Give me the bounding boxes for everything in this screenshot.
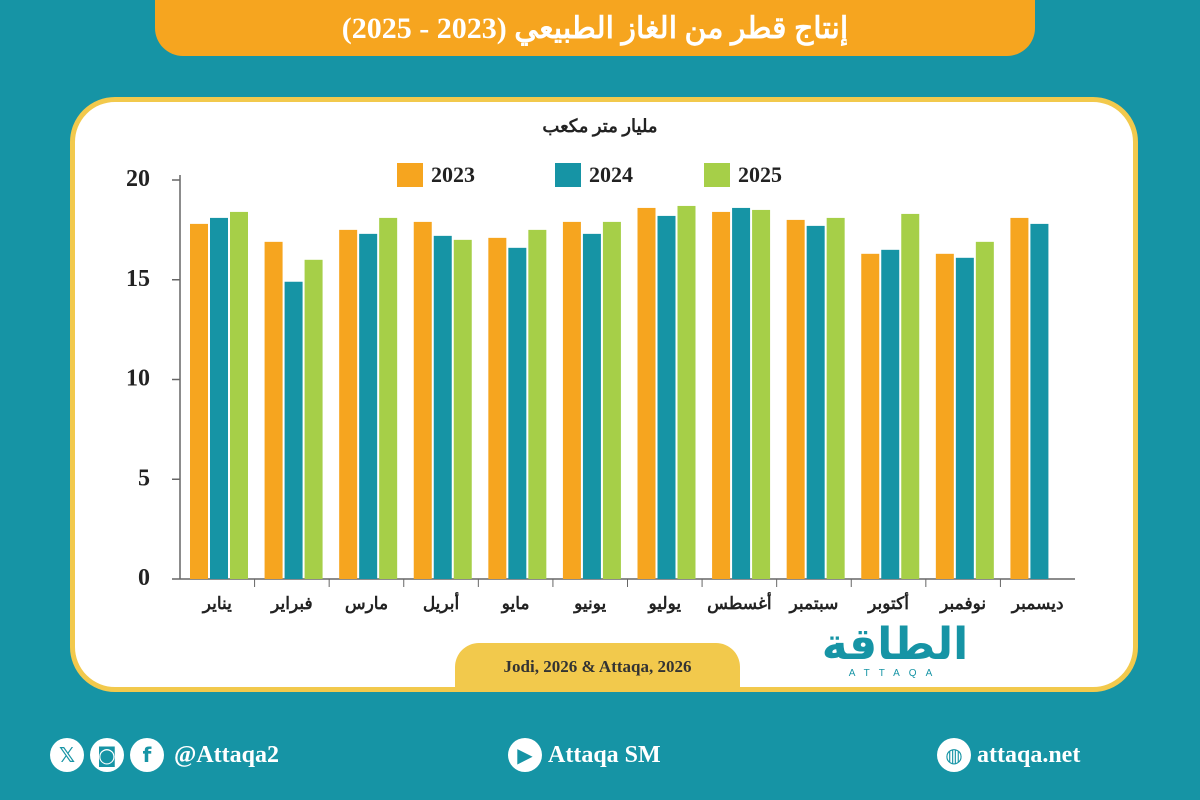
bar-2023-6 xyxy=(562,221,581,579)
attaqa-logo: الطاقة ATTAQA xyxy=(810,622,980,682)
bar-2025-1 xyxy=(230,211,248,580)
x-tick-label: مارس xyxy=(345,594,388,614)
youtube-label[interactable]: Attaqa SM xyxy=(548,741,661,768)
legend-label: 2023 xyxy=(431,162,475,187)
x-tick-label: نوفمبر xyxy=(938,594,986,614)
x-tick-label: أغسطس xyxy=(707,591,772,614)
bar-2025-8 xyxy=(752,209,771,580)
bar-2025-10 xyxy=(901,213,920,580)
bar-2023-9 xyxy=(786,219,805,579)
x-tick-label: أبريل xyxy=(423,591,460,614)
x-tick-label: سبتمبر xyxy=(788,594,839,614)
facebook-icon[interactable]: f xyxy=(130,738,164,772)
legend-label: 2025 xyxy=(738,162,782,187)
bar-2024-2 xyxy=(284,281,303,579)
bar-2025-2 xyxy=(304,259,323,579)
bar-2023-11 xyxy=(935,253,954,579)
bar-2024-8 xyxy=(732,207,751,579)
x-tick-label: ديسمبر xyxy=(1010,594,1064,614)
social-links: 𝕏 ◙ f @Attaqa2 xyxy=(50,738,279,772)
legend-item-2023: 2023 xyxy=(397,162,475,188)
bar-2024-7 xyxy=(657,215,676,579)
instagram-icon[interactable]: ◙ xyxy=(90,738,124,772)
bar-2023-4 xyxy=(413,221,432,579)
bar-2024-1 xyxy=(210,217,228,579)
bar-2025-6 xyxy=(602,221,621,579)
y-tick-label: 0 xyxy=(138,565,150,591)
legend-item-2025: 2025 xyxy=(704,162,782,188)
y-tick-label: 20 xyxy=(126,166,150,192)
y-axis-unit: مليار متر مكعب xyxy=(542,116,658,136)
youtube-link: ▶ Attaqa SM xyxy=(508,738,661,772)
title-banner: إنتاج قطر من الغاز الطبيعي (2023 - 2025) xyxy=(155,0,1035,56)
y-tick-label: 15 xyxy=(126,266,150,292)
legend-swatch xyxy=(397,163,423,187)
x-tick-label: يناير xyxy=(201,594,232,614)
bar-2025-3 xyxy=(379,217,398,579)
source-label: Jodi, 2026 & Attaqa, 2026 xyxy=(455,643,740,691)
youtube-icon[interactable]: ▶ xyxy=(508,738,542,772)
bar-2025-5 xyxy=(528,229,547,579)
x-icon[interactable]: 𝕏 xyxy=(50,738,84,772)
logo-arabic: الطاقة xyxy=(821,619,969,670)
bar-2025-7 xyxy=(677,205,696,579)
legend-swatch xyxy=(704,163,730,187)
bar-2025-4 xyxy=(453,239,472,579)
bar-2024-5 xyxy=(508,247,527,579)
bar-2024-6 xyxy=(582,233,601,580)
bar-2024-11 xyxy=(955,257,974,579)
bar-2023-5 xyxy=(488,237,507,580)
bar-2023-3 xyxy=(339,229,358,579)
x-tick-label: مايو xyxy=(500,594,530,614)
globe-icon[interactable]: ◍ xyxy=(937,738,971,772)
x-tick-label: يونيو xyxy=(572,594,606,614)
x-tick-label: أكتوبر xyxy=(866,591,909,614)
bar-2024-10 xyxy=(881,249,900,579)
y-tick-label: 10 xyxy=(126,366,150,392)
bar-2023-10 xyxy=(861,253,880,579)
legend-label: 2024 xyxy=(589,162,633,187)
legend-swatch xyxy=(555,163,581,187)
bar-2024-4 xyxy=(433,235,452,580)
y-tick-label: 5 xyxy=(138,465,150,491)
bar-2023-12 xyxy=(1010,217,1029,579)
bar-2024-3 xyxy=(359,233,378,580)
logo-latin: ATTAQA xyxy=(848,668,942,679)
chart-title: إنتاج قطر من الغاز الطبيعي (2023 - 2025) xyxy=(341,11,849,45)
bar-2024-12 xyxy=(1030,223,1049,579)
bar-2023-1 xyxy=(190,223,208,579)
bar-2025-11 xyxy=(975,241,994,579)
x-tick-label: فبراير xyxy=(269,594,312,614)
bar-2025-9 xyxy=(826,217,845,579)
x-tick-label: يوليو xyxy=(646,594,681,614)
bar-2023-2 xyxy=(264,241,283,579)
website-link: ◍ attaqa.net xyxy=(937,738,1080,772)
bar-2023-8 xyxy=(712,211,731,580)
website-label[interactable]: attaqa.net xyxy=(977,741,1081,768)
bar-2023-7 xyxy=(637,207,656,579)
bar-2024-9 xyxy=(806,225,825,579)
social-handle[interactable]: @Attaqa2 xyxy=(174,741,279,768)
legend-item-2024: 2024 xyxy=(555,162,633,188)
